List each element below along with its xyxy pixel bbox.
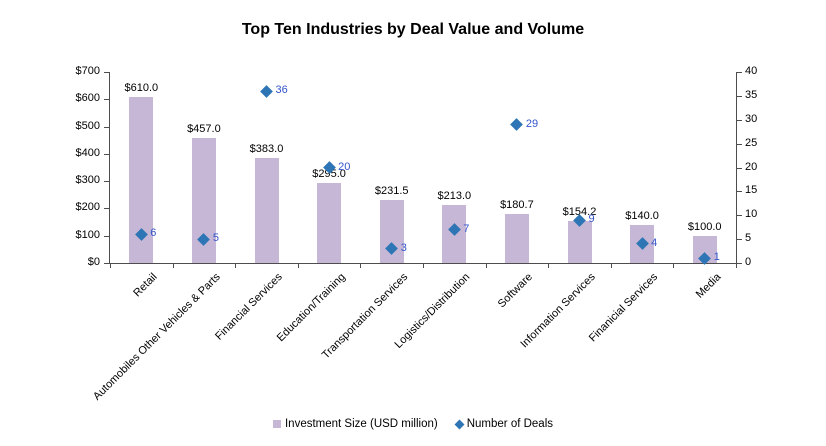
y-axis-left-label: $0 [87, 256, 100, 268]
x-axis-tick [110, 263, 111, 268]
x-axis-tick [172, 263, 174, 268]
y-axis-right-label: 10 [745, 208, 758, 221]
y-axis-right-tick [737, 215, 742, 217]
bar-label: $231.5 [374, 184, 409, 197]
x-axis-category-label: Finanicial Services [587, 271, 661, 345]
legend-item-number-of-deals: Number of Deals [454, 418, 554, 430]
deal-label: 7 [463, 222, 470, 235]
x-axis-tick [736, 263, 737, 268]
legend-label-investment-size: Investment Size (USD million) [284, 418, 438, 430]
deal-label: 6 [150, 227, 157, 240]
y-axis-left-label: $300 [75, 174, 100, 187]
y-axis-right-label: 0 [745, 256, 752, 268]
bar-label: $100.0 [687, 220, 722, 233]
y-axis-left-tick [104, 263, 109, 264]
deal-label: 4 [651, 236, 658, 249]
deal-label: 1 [713, 251, 720, 264]
bar-swatch-icon [272, 420, 281, 428]
y-axis-right-tick [737, 263, 742, 264]
diamond-icon [454, 419, 465, 429]
deal-label: 5 [212, 232, 220, 245]
bar [504, 213, 529, 263]
x-axis-tick [297, 263, 299, 268]
bar-label: $180.7 [500, 198, 534, 211]
deal-marker-diamond-icon [260, 84, 273, 98]
y-axis-right-tick [737, 95, 742, 97]
x-axis-category-label: Retail [131, 271, 160, 300]
y-axis-right-label: 20 [745, 160, 758, 173]
bar-label: $213.0 [437, 189, 472, 202]
y-axis-right-label: 30 [745, 112, 758, 125]
y-axis-right-tick [737, 191, 742, 193]
y-axis-left-line [109, 72, 110, 264]
deal-label: 9 [588, 213, 595, 226]
y-axis-left-tick [104, 126, 109, 128]
deal-label: 29 [525, 117, 539, 130]
x-axis-tick [485, 263, 487, 268]
deal-marker-diamond-icon [510, 118, 524, 131]
chart-title: Top Ten Industries by Deal Value and Vol… [241, 21, 585, 38]
y-axis-left-label: $100 [75, 228, 100, 241]
x-axis-category-label: Automobiles Other Vehicles & Parts [90, 271, 223, 403]
bar-label: $610.0 [124, 81, 159, 94]
bar [567, 220, 592, 263]
y-axis-right-tick [737, 167, 742, 169]
y-axis-right-tick [737, 143, 742, 145]
bar-label: $154.2 [562, 205, 597, 218]
y-axis-left-label: $400 [75, 146, 100, 159]
y-axis-left-tick [104, 153, 109, 155]
legend-label-number-of-deals: Number of Deals [466, 418, 554, 430]
bar-label: $383.0 [249, 143, 284, 156]
x-axis-tick [423, 263, 424, 268]
legend: Investment Size (USD million) Number of … [0, 416, 826, 432]
y-axis-left-label: $600 [75, 92, 100, 105]
x-axis-tick [235, 263, 237, 268]
legend-item-investment-size: Investment Size (USD million) [272, 418, 438, 430]
x-axis-tick [673, 263, 675, 268]
deal-label: 3 [400, 241, 407, 254]
y-axis-left-label: $500 [75, 119, 100, 132]
y-axis-left-label: $700 [75, 65, 100, 77]
y-axis-right-label: 15 [745, 184, 758, 197]
y-axis-right-tick [737, 72, 742, 73]
bar [254, 158, 279, 263]
y-axis-left-tick [104, 99, 109, 101]
y-axis-right-line [736, 72, 737, 264]
y-axis-right-tick [737, 119, 742, 121]
deal-label: 20 [338, 160, 351, 173]
y-axis-right-label: 35 [745, 88, 758, 101]
y-axis-right-label: 25 [745, 136, 758, 149]
y-axis-left-tick [104, 72, 109, 73]
x-axis-category-label: Media [693, 271, 724, 301]
y-axis-left-tick [104, 181, 109, 183]
x-axis-tick [548, 263, 550, 268]
y-axis-left-label: $200 [75, 201, 100, 214]
y-axis-right-tick [737, 239, 742, 241]
y-axis-left-tick [104, 235, 109, 237]
bar-label: $457.0 [187, 123, 221, 136]
y-axis-right-label: 40 [745, 65, 758, 77]
bar-label: $140.0 [625, 209, 659, 222]
x-axis-tick [610, 263, 612, 268]
x-axis-category-label: Education/Training [274, 271, 348, 345]
bar [317, 182, 342, 263]
x-axis-tick [360, 263, 362, 268]
y-axis-right-label: 5 [745, 232, 752, 245]
y-axis-left-tick [104, 208, 109, 210]
x-axis-category-label: Software [496, 271, 536, 311]
deal-label: 36 [275, 84, 288, 97]
x-axis-category-label: Financial Services [213, 271, 285, 343]
